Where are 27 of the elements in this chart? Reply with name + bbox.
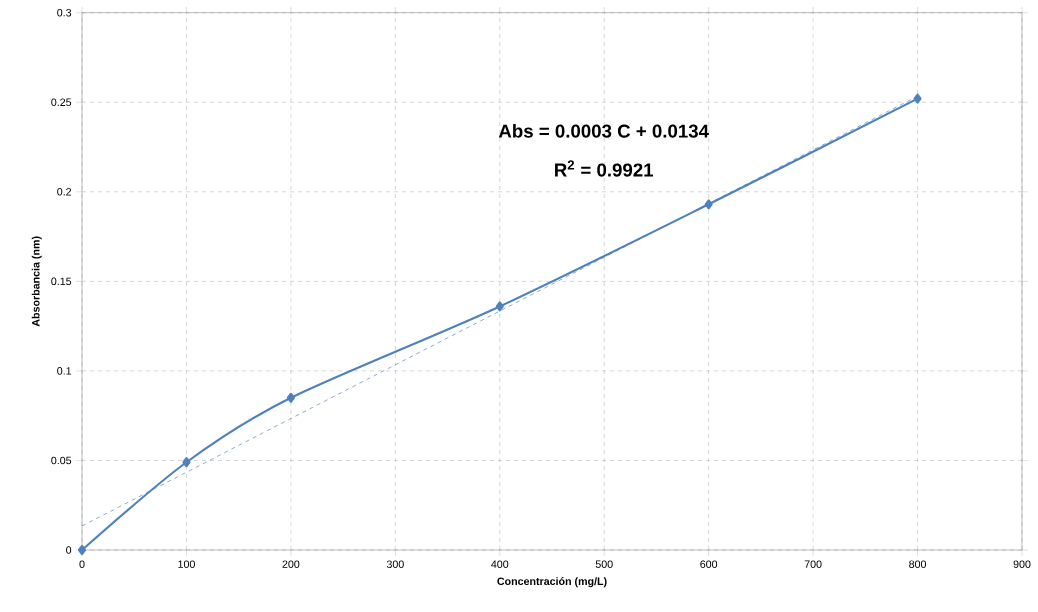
point bbox=[495, 301, 504, 312]
x-tick-label: 100 bbox=[178, 560, 195, 568]
annotation: R$^{2}$ = 0.9921 bbox=[555, 160, 654, 177]
annotation: Abs = 0.0003 C + 0.0134 bbox=[498, 124, 709, 138]
x-tick-label: 500 bbox=[595, 560, 613, 568]
point bbox=[913, 93, 922, 104]
x-axis-title: Concentración (mg/L) bbox=[497, 577, 607, 588]
point bbox=[77, 544, 87, 556]
y-tick-label: 0.3 bbox=[57, 8, 72, 17]
point bbox=[704, 199, 713, 210]
x-tick-label: 0 bbox=[79, 560, 85, 568]
y-tick-label: 0.25 bbox=[51, 98, 72, 106]
x-tick-label: 600 bbox=[700, 560, 718, 568]
x-tick-label: 200 bbox=[282, 560, 300, 568]
y-tick-label: 0 bbox=[66, 546, 72, 554]
y-tick-label: 0.1 bbox=[57, 367, 72, 375]
x-tick-label: 300 bbox=[386, 560, 404, 568]
y-axis-title: Absorbancia (nm) bbox=[31, 236, 42, 327]
y-tick-label: 0.05 bbox=[51, 456, 72, 465]
point bbox=[182, 457, 191, 468]
x-tick-label: 900 bbox=[1013, 560, 1031, 568]
y-tick-label: 0.15 bbox=[51, 277, 72, 286]
x-tick-label: 400 bbox=[491, 560, 509, 568]
y-tick-label: 0.2 bbox=[57, 188, 72, 196]
x-tick-label: 800 bbox=[909, 560, 927, 568]
point bbox=[286, 392, 295, 403]
x-tick-label: 700 bbox=[804, 560, 822, 568]
